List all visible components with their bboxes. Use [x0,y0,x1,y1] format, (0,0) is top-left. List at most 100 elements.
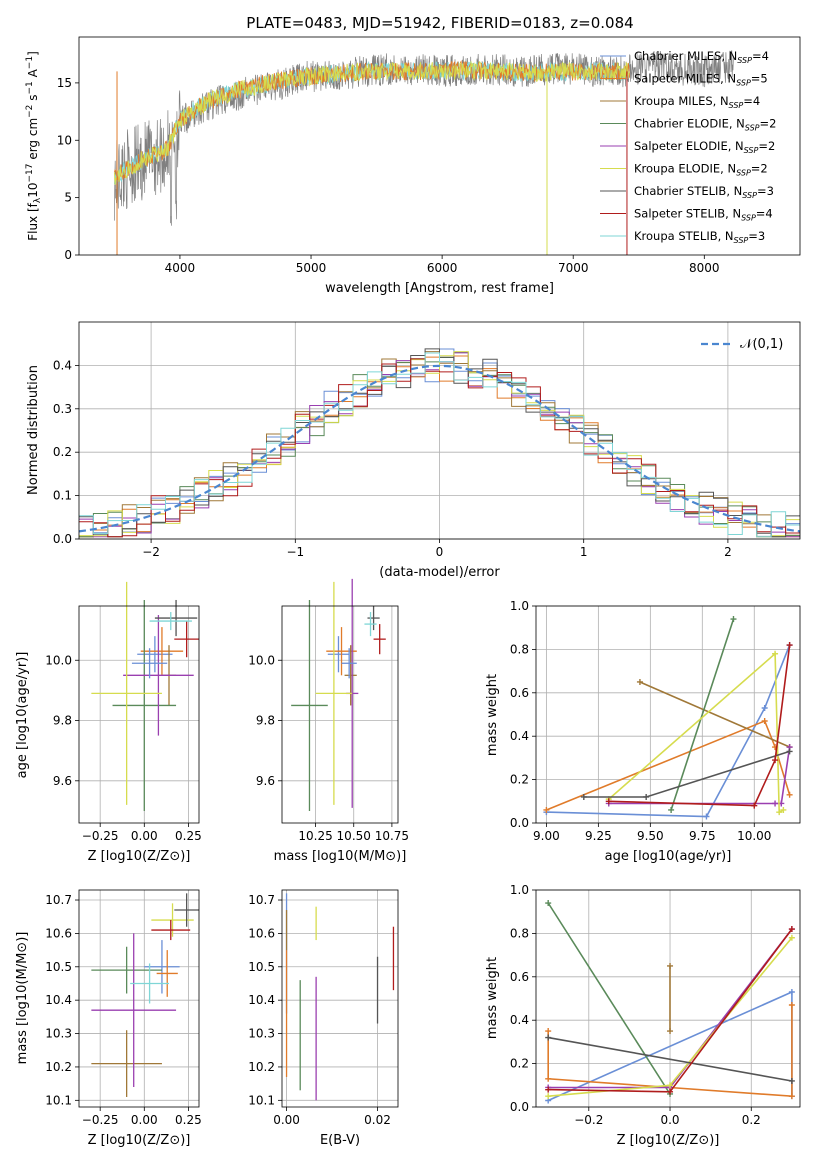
y-tick-label: 10.0 [45,653,72,667]
x-tick-label: 9.00 [533,829,560,843]
x-tick-label: −1 [286,545,304,559]
y-tick-label: 9.8 [256,714,275,728]
x-tick-label: 10.75 [375,829,409,843]
normal-distribution-curve [78,364,801,533]
y-tick-label: 0.2 [510,773,529,787]
histogram-series-6 [79,351,800,538]
weight-vs-age-axes: 9.00 9.25 9.50 9.75 10.00 0.0 0.2 0.4 0.6 0.8 1.0 a… [485,599,801,864]
x-tick-label: 9.75 [689,829,716,843]
x-axis-label: age [log10(age/yr)] [605,849,732,864]
weight-point-marker [772,800,779,807]
y-tick-label: 9.6 [256,774,275,788]
x-tick-label: 5000 [296,261,327,275]
weight-point-marker [788,1093,795,1100]
x-tick-label: 4000 [165,261,196,275]
x-axis-label: (data-model)/error [379,565,500,580]
histogram-series-2 [79,355,800,538]
figure-title: PLATE=0483, MJD=51942, FIBERID=0183, z=0… [246,14,633,32]
weight-series-4 [670,618,735,811]
legend-label: Chabrier ELODIE, NSSP=2 [634,117,776,133]
x-axis-label: mass [log10(M/M⊙)] [274,849,407,864]
y-axis-label: Normed distribution [26,365,41,495]
x-tick-label: 0.25 [175,829,202,843]
axes-frame [78,605,200,824]
x-tick-label: 0.00 [273,1113,300,1127]
plot-area [91,581,199,811]
y-tick-label: 0 [64,248,72,262]
weight-vs-metallicity-axes: −0.2 0.0 0.2 0.0 0.2 0.4 0.6 0.8 1.0 Z [log10(Z/Z… [485,883,801,1148]
spectrum-axes: 4000 5000 6000 7000 8000 0 5 10 15 wavelength [An… [25,36,801,296]
mass-vs-ebv-axes: 0.00 0.02 10.1 10.2 10.3 10.4 10.5 10.6 10.7 E(B-… [248,889,399,1148]
weight-point-marker [545,1086,552,1093]
y-axis-label: mass weight [485,674,500,756]
y-tick-label: 0.2 [510,1057,529,1071]
weight-series-7 [548,1036,793,1082]
weight-point-marker [636,678,643,685]
x-axis-label: wavelength [Angstrom, rest frame] [325,281,554,296]
residual-axes: −2 −1 0 1 2 0.0 0.1 0.2 0.3 0.4 (data-model)/error… [26,321,801,580]
legend-label: Kroupa STELIB, NSSP=3 [634,229,765,245]
x-tick-label: 10.25 [298,829,332,843]
weight-point-marker [761,718,768,725]
plot-area [543,616,793,820]
y-tick-label: 10.6 [248,926,275,940]
y-tick-label: 10.7 [45,893,72,907]
weight-point-marker [580,793,587,800]
axes-frame [535,605,801,824]
weight-point-marker [751,802,758,809]
weight-point-marker [730,616,737,623]
x-tick-label: 0.2 [742,1113,761,1127]
weight-point-marker [788,1077,795,1084]
x-tick-label: 10.00 [737,829,771,843]
x-tick-label: 0.0 [660,1113,679,1127]
axes-frame [535,889,801,1108]
y-tick-label: 5 [64,191,72,205]
x-tick-label: 7000 [558,261,589,275]
legend-label: Salpeter ELODIE, NSSP=2 [634,139,775,155]
weight-point-marker [643,793,650,800]
legend-label: Chabrier STELIB, NSSP=3 [634,184,774,200]
axes-frame [281,889,399,1108]
y-tick-label: 10.4 [45,993,72,1007]
plot-area [78,348,801,538]
weight-point-marker [545,1028,552,1035]
y-tick-label: 0.0 [510,816,529,830]
legend-label: Chabrier MILES, NSSP=4 [634,49,769,65]
x-tick-label: 10.50 [337,829,371,843]
weight-point-marker [667,1088,674,1095]
y-tick-label: 10.2 [248,1060,275,1074]
y-tick-label: 10.1 [45,1093,72,1107]
histogram-series-8 [79,358,800,538]
plot-area [113,50,735,255]
y-tick-label: 10.3 [248,1027,275,1041]
legend-label: Salpeter MILES, NSSP=5 [634,72,768,88]
x-tick-label: 0.00 [131,829,158,843]
y-axis-label: Flux [fλ10−17 erg cm−2 s−1 A−1] [25,51,43,241]
legend-label: 𝒩(0,1) [740,337,783,352]
plot-area [545,900,795,1104]
weight-point-marker [668,806,675,813]
weight-series-7 [583,750,790,798]
weight-point-marker [786,748,793,755]
y-tick-label: 0.8 [510,926,529,940]
histogram-series-7 [79,348,800,538]
y-tick-label: 10.2 [45,1060,72,1074]
y-tick-label: 0.8 [510,642,529,656]
y-tick-label: 0.3 [53,402,72,416]
y-tick-label: 0.0 [53,532,72,546]
mass-vs-metallicity-axes: −0.25 0.00 0.25 10.1 10.2 10.3 10.4 10.5 10.6 10.… [15,889,202,1148]
y-tick-label: 1.0 [510,883,529,897]
x-tick-label: −0.2 [574,1113,603,1127]
x-tick-label: 0.02 [364,1113,391,1127]
weight-point-marker [667,962,674,969]
weight-point-marker [786,642,793,649]
age-vs-mass-axes: 10.25 10.50 10.75 9.6 9.8 10.0 mass [log10(M/M… [248,578,409,864]
weight-series-8 [608,644,791,807]
y-tick-label: 9.6 [53,774,72,788]
x-axis-label: E(B-V) [320,1133,360,1148]
y-axis-label: mass weight [485,957,500,1039]
y-tick-label: 0.4 [510,1013,529,1027]
y-tick-label: 10.5 [248,960,275,974]
x-axis-label: Z [log10(Z/Z⊙)] [617,1133,720,1148]
